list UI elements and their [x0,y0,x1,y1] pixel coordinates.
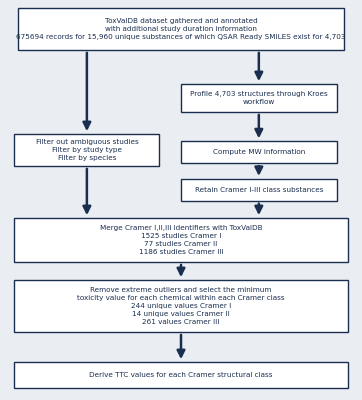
FancyBboxPatch shape [181,179,337,201]
FancyBboxPatch shape [14,218,348,262]
Text: Derive TTC values for each Cramer structural class: Derive TTC values for each Cramer struct… [89,372,273,378]
Text: Filter out ambiguous studies
Filter by study type
Filter by species: Filter out ambiguous studies Filter by s… [35,139,138,161]
Text: Retain Cramer I-III class substances: Retain Cramer I-III class substances [195,187,323,193]
FancyBboxPatch shape [18,8,344,50]
FancyBboxPatch shape [14,280,348,332]
Text: Remove extreme outliers and select the minimum
toxicity value for each chemical : Remove extreme outliers and select the m… [77,286,285,326]
FancyBboxPatch shape [14,134,159,166]
FancyBboxPatch shape [14,362,348,388]
FancyBboxPatch shape [181,84,337,112]
FancyBboxPatch shape [181,141,337,163]
Text: Merge Cramer I,II,III identifiers with ToxValDB
1525 studies Cramer I
77 studies: Merge Cramer I,II,III identifiers with T… [100,225,262,255]
Text: Compute MW information: Compute MW information [213,149,305,155]
Text: Profile 4,703 structures through Kroes
workflow: Profile 4,703 structures through Kroes w… [190,91,328,105]
Text: ToxValDB dataset gathered and annotated
with additional study duration informati: ToxValDB dataset gathered and annotated … [16,18,346,40]
